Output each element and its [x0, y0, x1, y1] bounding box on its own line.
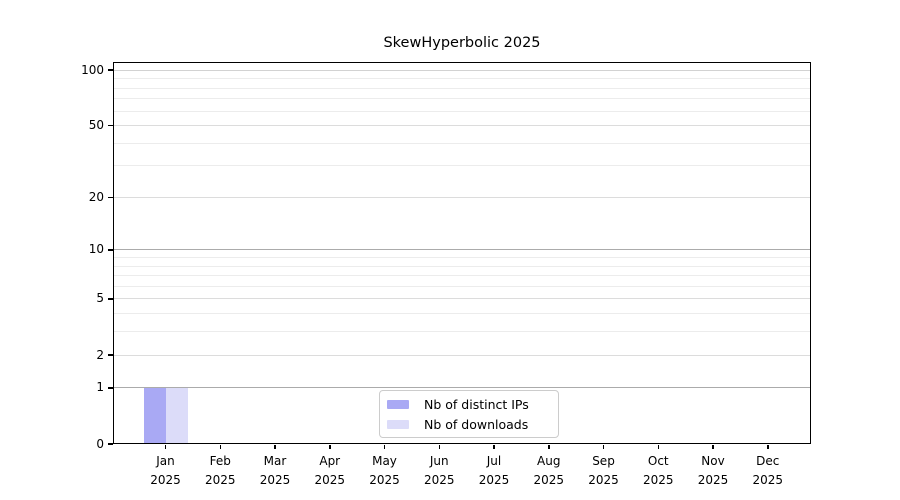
- gridline-minor: [114, 98, 810, 100]
- x-tick-mark: [602, 445, 605, 449]
- y-tick-mark: [108, 69, 113, 71]
- x-tick-label-year: 2025: [259, 473, 291, 487]
- gridline-minor: [114, 285, 810, 287]
- x-tick-label-month: Feb: [209, 454, 231, 468]
- gridline-minor: [114, 87, 810, 89]
- x-tick-label-year: 2025: [697, 473, 729, 487]
- x-tick-label-month: Nov: [701, 454, 725, 468]
- x-tick-label-month: Oct: [647, 454, 669, 468]
- y-tick-label: 2: [96, 347, 104, 362]
- x-tick-label-month: Sep: [592, 454, 615, 468]
- x-tick-label-year: 2025: [478, 473, 510, 487]
- x-tick-label-month: Jul: [486, 454, 502, 468]
- x-tick-label-year: 2025: [423, 473, 455, 487]
- gridline-minor: [114, 110, 810, 112]
- y-tick-label: 1: [96, 380, 104, 395]
- x-tick-label: Jan 2025: [136, 452, 196, 490]
- gridline-major: [114, 387, 810, 389]
- gridline-major: [114, 249, 810, 251]
- x-tick-label: Dec 2025: [738, 452, 798, 490]
- x-tick-mark: [493, 445, 495, 449]
- x-tick-label-year: 2025: [642, 473, 674, 487]
- x-tick-mark: [164, 445, 167, 449]
- x-tick-label: Feb 2025: [190, 452, 250, 490]
- y-tick-mark: [108, 354, 113, 356]
- gridline-minor: [114, 313, 810, 315]
- y-tick-label: 20: [88, 189, 104, 204]
- legend-item-downloads: Nb of downloads: [380, 414, 558, 434]
- legend-label-distinct-ips: Nb of distinct IPs: [424, 396, 529, 412]
- x-tick-label-month: Aug: [537, 454, 561, 468]
- x-tick-mark: [274, 445, 276, 449]
- x-tick-label-year: 2025: [204, 473, 236, 487]
- x-tick-label-year: 2025: [752, 473, 784, 487]
- legend-swatch-distinct-ips: [387, 399, 409, 409]
- gridline-major: [114, 69, 810, 71]
- x-tick-label: May 2025: [355, 452, 415, 490]
- y-tick-mark: [108, 124, 113, 127]
- y-tick-mark: [108, 387, 113, 389]
- gridline-major: [114, 354, 810, 356]
- legend-item-distinct-ips: Nb of distinct IPs: [380, 394, 558, 414]
- legend-label-downloads: Nb of downloads: [424, 416, 529, 432]
- gridline-minor: [114, 78, 810, 80]
- y-tick-label: 50: [88, 118, 104, 133]
- gridline-minor: [114, 165, 810, 167]
- y-tick-label: 10: [88, 242, 104, 257]
- x-tick-mark: [219, 445, 221, 449]
- x-tick-label: Sep 2025: [574, 452, 634, 490]
- y-tick-label: 0: [96, 436, 104, 451]
- gridline-major: [114, 298, 810, 300]
- legend: Nb of distinct IPs Nb of downloads: [379, 390, 559, 438]
- gridline-minor: [114, 331, 810, 333]
- x-tick-label: Jun 2025: [409, 452, 469, 490]
- x-tick-label-year: 2025: [588, 473, 619, 487]
- bar-downloads: [165, 387, 188, 444]
- gridline-minor: [114, 275, 810, 277]
- x-tick-label-month: May: [372, 454, 397, 468]
- x-tick-label-year: 2025: [369, 473, 400, 487]
- y-tick-mark: [108, 249, 113, 251]
- x-tick-label-month: Jun: [429, 454, 449, 468]
- gridline-minor: [114, 142, 810, 144]
- y-tick-mark: [108, 196, 113, 199]
- x-tick-label-month: Mar: [263, 454, 287, 468]
- x-tick-mark: [329, 445, 331, 449]
- x-tick-mark: [548, 445, 550, 449]
- x-tick-label-year: 2025: [150, 473, 181, 487]
- x-tick-mark: [767, 445, 769, 449]
- y-tick-mark: [108, 443, 113, 445]
- x-tick-label: Oct 2025: [628, 452, 688, 490]
- gridline-major: [114, 125, 810, 127]
- x-tick-label: Jul 2025: [464, 452, 524, 490]
- x-tick-mark: [712, 445, 714, 449]
- gridline-minor: [114, 257, 810, 258]
- y-tick-mark: [108, 298, 113, 300]
- x-tick-label: Nov 2025: [683, 452, 743, 490]
- x-tick-label-month: Dec: [756, 454, 780, 468]
- gridline-major: [114, 196, 810, 198]
- bar-distinct-ips: [143, 387, 166, 444]
- y-tick-label: 5: [96, 291, 104, 306]
- legend-swatch-downloads: [387, 419, 409, 429]
- gridline-minor: [114, 265, 810, 267]
- x-tick-mark: [383, 445, 386, 449]
- x-tick-label-year: 2025: [533, 473, 565, 487]
- x-tick-label-month: Apr: [319, 454, 341, 468]
- x-tick-label: Apr 2025: [300, 452, 360, 490]
- x-tick-mark: [657, 445, 659, 449]
- x-tick-label-month: Jan: [156, 454, 175, 468]
- x-tick-label: Aug 2025: [519, 452, 579, 490]
- x-tick-label-year: 2025: [314, 473, 346, 487]
- y-tick-label: 100: [81, 62, 104, 77]
- chart-title: SkewHyperbolic 2025: [383, 35, 541, 51]
- x-tick-label: Mar 2025: [245, 452, 305, 490]
- x-tick-mark: [438, 445, 440, 449]
